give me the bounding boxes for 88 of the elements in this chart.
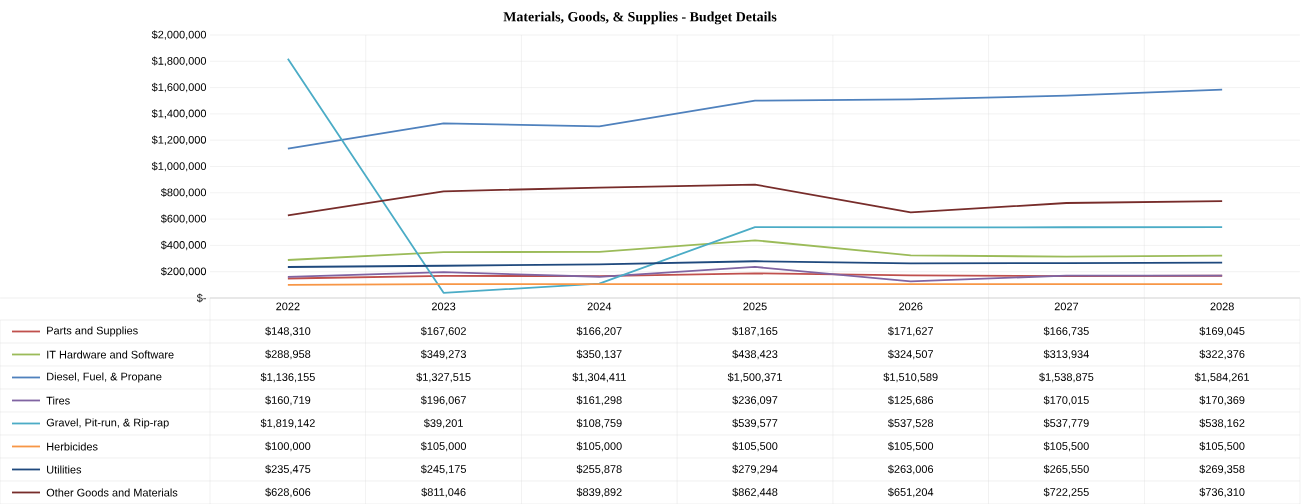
data-label: $245,175: [420, 464, 466, 475]
data-label: $537,779: [1043, 418, 1089, 429]
x-tick-label: 2022: [276, 302, 300, 311]
data-label: $161,298: [576, 395, 622, 406]
line-series: [286, 88, 1224, 150]
data-label: $171,627: [887, 326, 934, 337]
data-label: $1,500,371: [727, 372, 782, 383]
y-tick-label: $200,000: [160, 266, 207, 277]
data-label: $105,500: [1199, 441, 1245, 452]
line-series: [286, 57, 1224, 294]
data-label: $170,369: [1199, 395, 1245, 406]
data-label: $324,507: [887, 349, 934, 360]
x-tick-label: 2024: [587, 302, 612, 311]
data-label: $105,500: [887, 441, 934, 452]
data-label: $811,046: [421, 487, 466, 498]
data-label: $322,376: [1199, 349, 1245, 360]
data-label: $105,500: [732, 441, 778, 452]
data-label: $736,310: [1199, 487, 1245, 498]
data-label: $651,204: [887, 487, 934, 498]
data-label: $1,819,142: [260, 418, 315, 429]
data-label: $313,934: [1043, 349, 1089, 360]
data-label: $39,201: [423, 418, 463, 429]
data-label: $1,538,875: [1039, 372, 1094, 383]
data-label: $148,310: [265, 326, 311, 337]
data-label: $1,327,515: [416, 372, 471, 383]
data-label: $537,528: [887, 418, 934, 429]
data-label: $438,423: [732, 349, 778, 360]
data-label: $1,136,155: [260, 372, 315, 383]
y-tick-label: $1,400,000: [151, 109, 207, 119]
chart-title: Materials, Goods, & Supplies - Budget Details: [503, 11, 777, 25]
y-tick-label: $1,000,000: [151, 161, 207, 172]
data-label: $166,207: [576, 326, 622, 337]
y-tick-label: $-: [196, 293, 206, 303]
data-label: $105,000: [576, 441, 622, 452]
legend-label: Gravel, Pit-run, & Rip-rap: [46, 418, 169, 429]
data-label: $170,015: [1043, 395, 1089, 406]
data-label: $628,606: [265, 487, 311, 498]
data-label: $187,165: [732, 326, 778, 337]
data-label: $539,577: [732, 418, 778, 429]
data-label: $349,273: [420, 349, 466, 360]
data-label: $169,045: [1199, 326, 1245, 337]
data-label: $105,500: [1043, 441, 1089, 452]
y-tick-label: $1,600,000: [151, 82, 207, 93]
line-series: [286, 239, 1224, 261]
data-label: $269,358: [1199, 464, 1245, 475]
data-label: $255,878: [576, 464, 622, 475]
line-series: [286, 266, 1224, 283]
x-tick-label: 2026: [899, 302, 923, 311]
legend-label: Diesel, Fuel, & Propane: [47, 372, 162, 383]
y-tick-label: $400,000: [160, 240, 207, 251]
x-tick-label: 2023: [431, 302, 456, 311]
data-label: $105,000: [420, 441, 467, 452]
y-tick-label: $1,800,000: [151, 56, 207, 67]
data-label: $862,448: [732, 487, 778, 498]
data-label: $722,255: [1043, 487, 1089, 498]
y-tick-label: $2,000,000: [151, 30, 207, 40]
data-label: $108,759: [576, 418, 622, 429]
x-tick-label: 2027: [1054, 302, 1079, 311]
data-label: $1,584,261: [1194, 372, 1249, 383]
data-label: $100,000: [265, 441, 311, 452]
data-label: $167,602: [420, 326, 466, 337]
legend-label: Other Goods and Materials: [46, 488, 178, 497]
data-label: $265,550: [1043, 464, 1089, 475]
legend-label: Utilities: [47, 465, 82, 474]
data-label: $1,304,411: [572, 372, 626, 383]
data-label: $236,097: [732, 395, 778, 406]
line-series: [286, 183, 1224, 217]
data-label: $839,892: [576, 487, 622, 498]
legend-label: IT Hardware and Software: [47, 350, 174, 359]
data-label: $350,137: [576, 349, 622, 360]
legend-label: Parts and Supplies: [47, 326, 138, 337]
data-label: $196,067: [420, 395, 466, 406]
legend-label: Herbicides: [47, 442, 98, 451]
data-label: $263,006: [887, 464, 934, 475]
x-tick-label: 2028: [1210, 302, 1234, 311]
x-tick-label: 2025: [743, 302, 767, 311]
data-label: $279,294: [732, 464, 778, 475]
data-label: $160,719: [265, 395, 311, 406]
data-label: $288,958: [265, 349, 311, 360]
data-label: $125,686: [887, 395, 934, 406]
data-label: $1,510,589: [883, 372, 938, 383]
legend-label: Tires: [46, 396, 70, 405]
y-tick-label: $1,200,000: [151, 135, 207, 145]
data-label: $235,475: [265, 464, 311, 475]
data-label: $166,735: [1043, 326, 1089, 337]
y-tick-label: $600,000: [160, 214, 207, 224]
y-tick-label: $800,000: [160, 188, 207, 198]
data-label: $538,162: [1199, 418, 1245, 429]
